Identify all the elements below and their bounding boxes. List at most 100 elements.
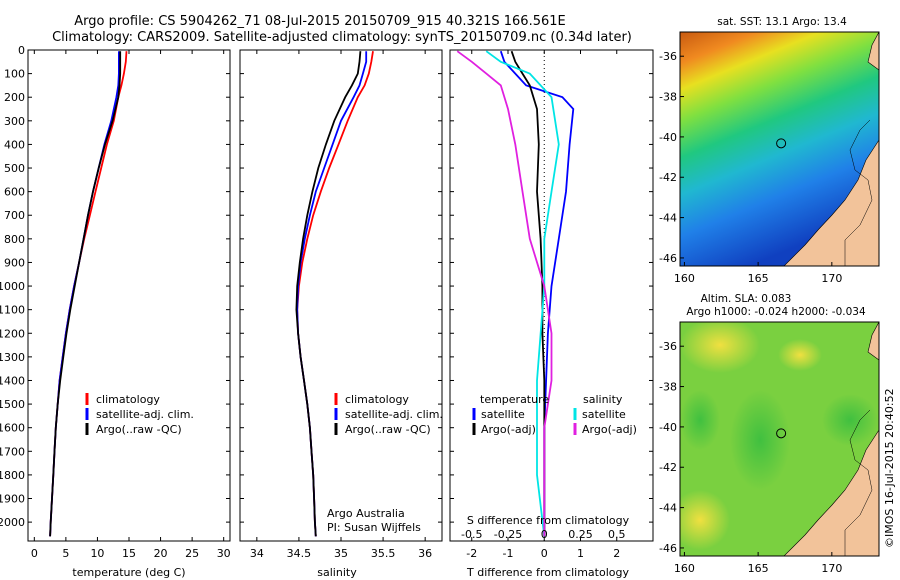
x-tick-label: 36: [418, 547, 432, 560]
legend-label-climatology: climatology: [345, 393, 409, 406]
lat-tick-label: -40: [659, 131, 677, 144]
x-tick-label: -2: [466, 547, 477, 560]
depth-tick-label: 300: [4, 115, 25, 128]
depth-tick-label: 800: [4, 233, 25, 246]
temperature-axes-frame: [27, 49, 231, 542]
sst-map-frame: [679, 31, 880, 267]
s-difference-tick-labels: -0.5 -0.25 0 0.25 0.5: [461, 528, 625, 541]
legend-label-s-satellite: satellite: [582, 408, 626, 421]
temperature-panel: 0100200300400500600700800900100011001200…: [0, 44, 231, 579]
difference-profiles: [456, 50, 575, 537]
lat-tick-label: -44: [659, 502, 677, 515]
depth-tick-label: 1800: [0, 469, 25, 482]
x-tick-label: 2: [613, 547, 620, 560]
legend-label-s-argo: Argo(-adj): [582, 423, 637, 436]
salinity-xlabel: salinity: [317, 566, 357, 579]
depth-tick-labels: 0 100 200 300 400 500 600 700 800 900 1000 1100 1200…: [0, 44, 230, 529]
salinity-tick-labels: 34 34.5 35 35.5 36: [250, 50, 432, 560]
lon-tick-label: 160: [674, 272, 695, 285]
difference-tick-labels: -2 -1 0 1 2: [466, 50, 620, 560]
t-difference-xlabel: T difference from climatology: [466, 566, 629, 579]
sst-lat-tick-labels: -36 -38 -40 -42 -44 -46: [659, 50, 684, 265]
lat-tick-label: -44: [659, 212, 677, 225]
sst-map-field: [680, 32, 879, 266]
sla-map-frame: [679, 321, 880, 557]
argo-location-marker: [776, 428, 787, 439]
temperature-profiles: [49, 51, 128, 537]
depth-contour: [844, 409, 873, 556]
x-tick-label: 35: [334, 547, 348, 560]
series-line-argo: [295, 51, 362, 537]
salinity-profiles: [295, 51, 374, 537]
legend-title-temperature: temperature: [480, 393, 549, 406]
s-tick-label: 0.5: [608, 528, 626, 541]
s-tick-label: -0.5: [461, 528, 482, 541]
depth-tick-label: 400: [4, 138, 25, 151]
legend-title-salinity: salinity: [583, 393, 623, 406]
lat-tick-label: -36: [659, 50, 677, 63]
x-tick-label: 0: [31, 547, 38, 560]
lon-tick-label: 165: [748, 272, 769, 285]
depth-tick-label: 1100: [0, 304, 25, 317]
sla-lon-tick-labels: 160 165 170: [674, 552, 842, 575]
depth-tick-label: 700: [4, 209, 25, 222]
sla-map-subtitle: Argo h1000: -0.024 h2000: -0.034: [686, 306, 866, 318]
sst-map-title: sat. SST: 13.1 Argo: 13.4: [717, 16, 847, 28]
s-tick-label: 0: [541, 528, 548, 541]
lon-tick-label: 170: [821, 562, 842, 575]
x-tick-label: 34: [250, 547, 264, 560]
series-line-t_argo: [510, 50, 546, 537]
depth-tick-label: 1700: [0, 445, 25, 458]
depth-tick-label: 2000: [0, 516, 25, 529]
x-tick-label: -1: [503, 547, 514, 560]
x-tick-label: 15: [122, 547, 136, 560]
sla-map: Altim. SLA: 0.083 Argo h1000: -0.024 h20…: [659, 293, 880, 575]
x-tick-label: 34.5: [287, 547, 312, 560]
legend-label-satellite: satellite-adj. clim.: [96, 408, 194, 421]
depth-contour: [844, 119, 873, 266]
series-line-t_satellite: [499, 50, 575, 537]
title-line1: Argo profile: CS 5904262_71 08-Jul-2015 …: [74, 14, 565, 29]
lat-tick-label: -38: [659, 91, 677, 104]
lat-tick-label: -46: [659, 252, 677, 265]
lon-tick-label: 165: [748, 562, 769, 575]
series-line-argo: [49, 51, 122, 537]
s-tick-label: -0.25: [494, 528, 522, 541]
depth-tick-label: 100: [4, 68, 25, 81]
series-line-s_argo: [456, 50, 553, 537]
lat-tick-label: -42: [659, 171, 677, 184]
difference-legend: temperature satellite Argo(-adj) salinit…: [472, 393, 637, 436]
temperature-xlabel: temperature (deg C): [72, 566, 185, 579]
land-south-island: [783, 139, 879, 266]
depth-tick-label: 1400: [0, 374, 25, 387]
lat-tick-label: -38: [659, 381, 677, 394]
lon-tick-label: 170: [821, 272, 842, 285]
salinity-axes-frame: [239, 49, 443, 542]
difference-panel: -2 -1 0 1 2 T difference from climatology S …: [449, 49, 654, 579]
land-north-island: [867, 32, 879, 71]
x-tick-label: 35.5: [371, 547, 396, 560]
land-north-island: [867, 322, 879, 361]
x-tick-label: 25: [185, 547, 199, 560]
depth-tick-label: 1900: [0, 493, 25, 506]
legend-label-argo: Argo(..raw -QC): [345, 423, 431, 436]
sla-map-field: [680, 322, 879, 556]
title-line2: Climatology: CARS2009. Satellite-adjuste…: [52, 30, 632, 45]
depth-tick-label: 500: [4, 162, 25, 175]
depth-tick-label: 200: [4, 91, 25, 104]
sla-lat-tick-labels: -36 -38 -40 -42 -44 -46: [659, 340, 684, 555]
lat-tick-label: -36: [659, 340, 677, 353]
salinity-panel: 34 34.5 35 35.5 36 salinity climatology sate…: [239, 49, 443, 579]
x-tick-label: 5: [62, 547, 69, 560]
salinity-legend: climatology satellite-adj. clim. Argo(..…: [334, 393, 443, 436]
legend-label-satellite: satellite-adj. clim.: [345, 408, 443, 421]
sst-lon-tick-labels: 160 165 170: [674, 262, 842, 285]
watermark: ©IMOS 16-Jul-2015 20:40:52: [883, 388, 896, 548]
legend-label-climatology: climatology: [96, 393, 160, 406]
lon-tick-label: 160: [674, 562, 695, 575]
lat-tick-label: -40: [659, 421, 677, 434]
depth-tick-label: 1300: [0, 351, 25, 364]
x-tick-label: 30: [217, 547, 231, 560]
lat-tick-label: -42: [659, 461, 677, 474]
depth-tick-label: 1500: [0, 398, 25, 411]
